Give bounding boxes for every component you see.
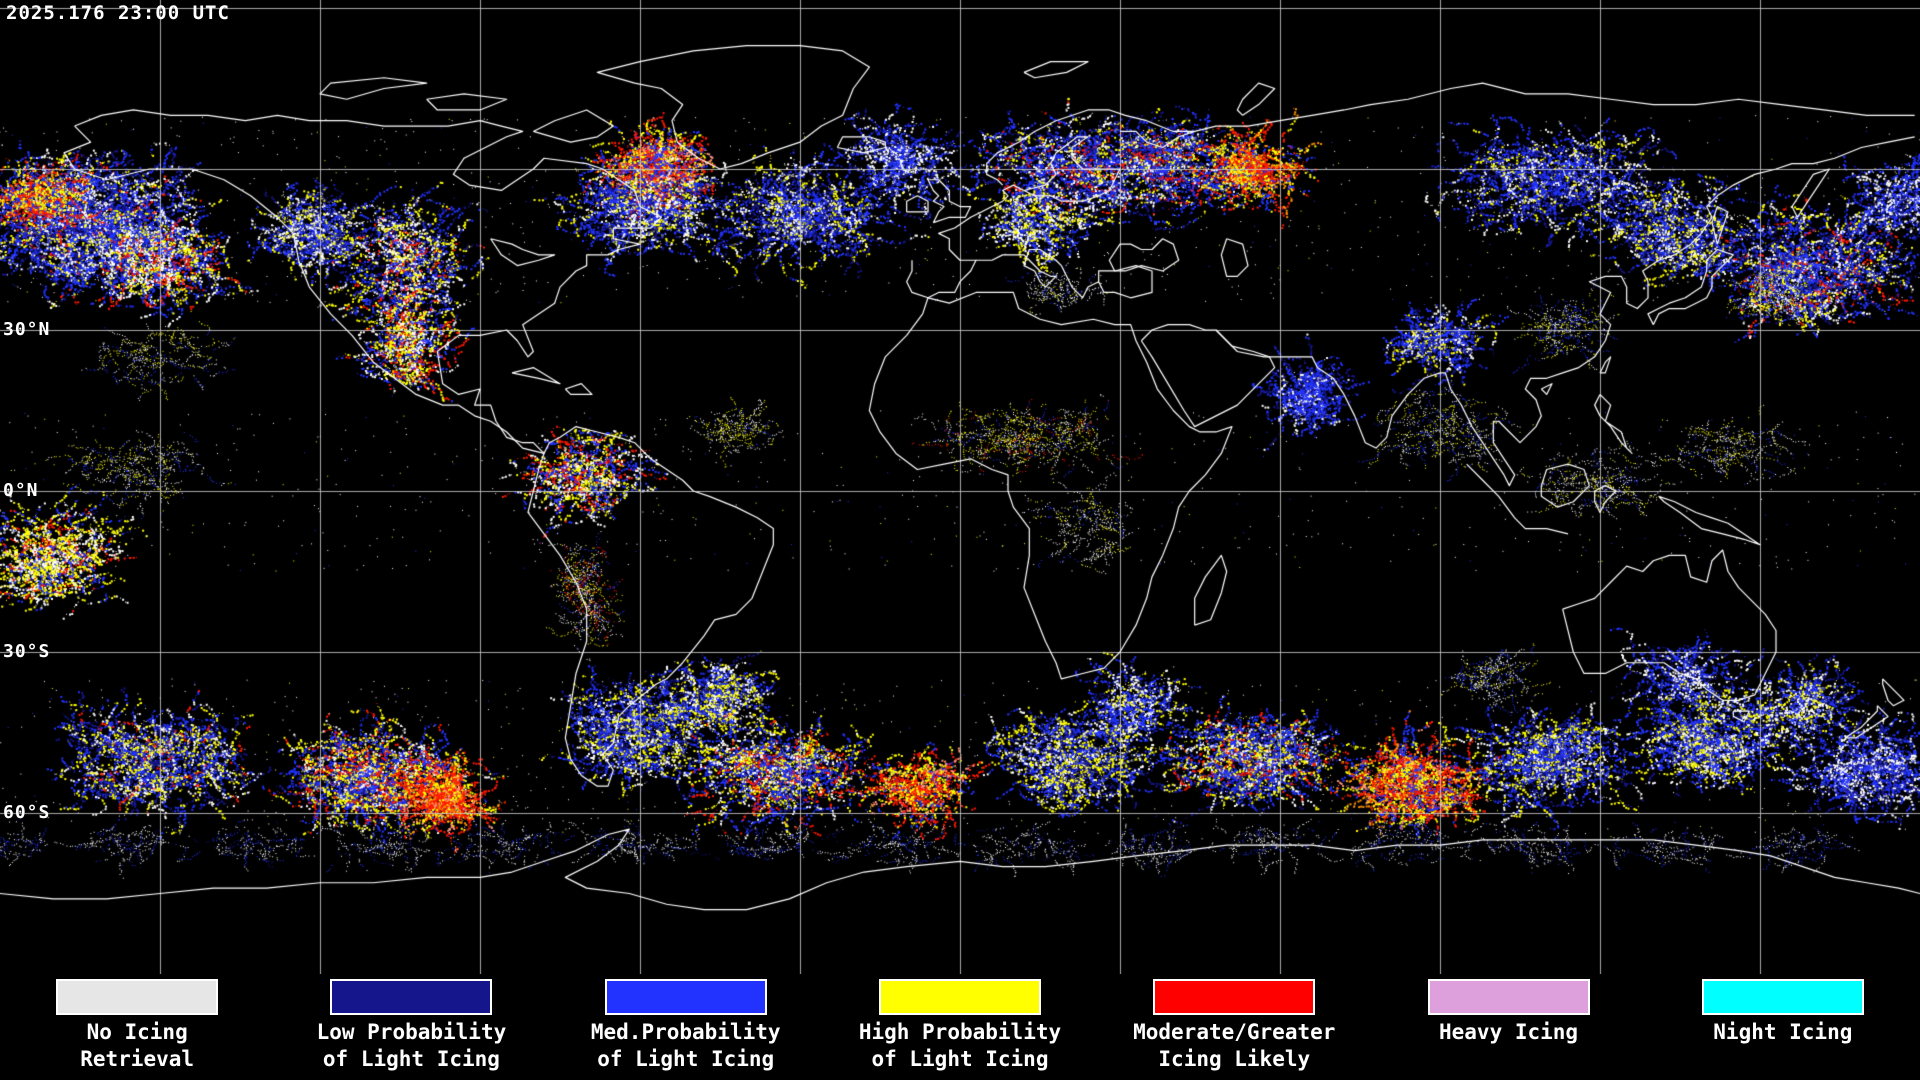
legend-item: Heavy Icing (1371, 974, 1645, 1080)
latitude-label: 0°N (3, 480, 39, 501)
legend-item: Moderate/Greater Icing Likely (1097, 974, 1371, 1080)
legend-swatch (1153, 979, 1316, 1015)
legend-label-line2: of Light Icing (871, 1047, 1049, 1071)
legend-label-line1: Night Icing (1713, 1020, 1853, 1044)
legend-label-line2: Icing Likely (1158, 1047, 1311, 1071)
legend-label-line1: Low Probability (316, 1020, 507, 1044)
latitude-label: 30°N (3, 319, 51, 340)
legend-label-line1: Med.Probability (590, 1020, 781, 1044)
icing-map-canvas (0, 0, 1920, 974)
legend-item: Low Probability of Light Icing (274, 974, 548, 1080)
legend-label-line2: of Light Icing (597, 1047, 775, 1071)
legend-label-line1: Heavy Icing (1439, 1020, 1579, 1044)
legend-item: Night Icing (1646, 974, 1920, 1080)
legend-swatch (1427, 979, 1590, 1015)
timestamp-label: 2025.176 23:00 UTC (6, 2, 230, 24)
legend-item: No Icing Retrieval (0, 974, 274, 1080)
legend: No Icing Retrieval Low Probability of Light… (0, 974, 1920, 1080)
latitude-label: 60°S (3, 802, 51, 823)
legend-swatch (330, 979, 493, 1015)
legend-swatch (878, 979, 1041, 1015)
latitude-label: 30°S (3, 641, 51, 662)
legend-label-line1: No Icing (86, 1020, 188, 1044)
legend-label-line2: Retrieval (80, 1047, 195, 1071)
legend-swatch (604, 979, 767, 1015)
legend-item: Med.Probability of Light Icing (549, 974, 823, 1080)
legend-swatch (56, 979, 219, 1015)
legend-item: High Probability of Light Icing (823, 974, 1097, 1080)
legend-label-line1: High Probability (858, 1020, 1062, 1044)
legend-label-line2: of Light Icing (322, 1047, 500, 1071)
legend-swatch (1701, 979, 1864, 1015)
legend-label-line1: Moderate/Greater (1133, 1020, 1336, 1044)
map-area: 2025.176 23:00 UTC 30°N 0°N 30°S 60°S (0, 0, 1920, 974)
